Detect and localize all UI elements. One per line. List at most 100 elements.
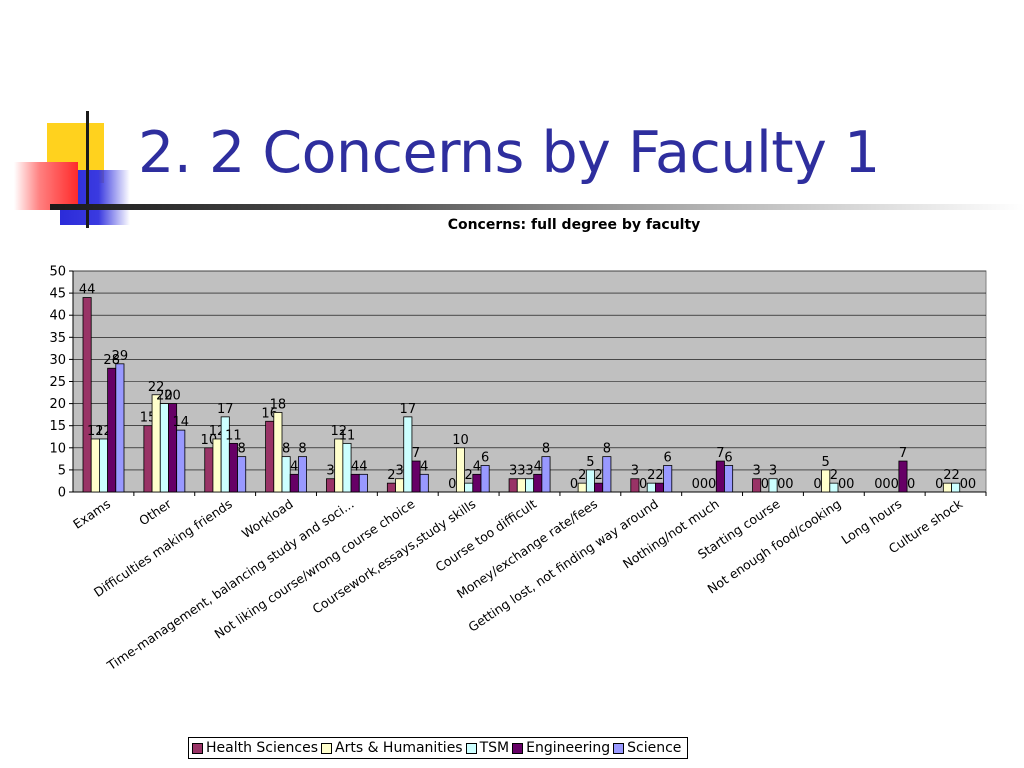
decorative-vertical-line [86,111,89,228]
data-label: 0 [700,477,708,492]
data-label: 8 [237,442,245,457]
chart-title: Concerns: full degree by faculty [448,217,701,233]
bar [358,473,368,493]
data-label: 6 [724,450,732,465]
data-label: 3 [752,464,760,479]
data-label: 0 [708,477,716,492]
bar [942,482,952,493]
bar [411,460,421,493]
data-label: 2 [578,468,586,483]
data-label: 8 [603,442,611,457]
y-tick-label: 40 [49,309,66,324]
bar [577,482,587,493]
legend-swatch [321,742,332,754]
y-tick-label: 50 [49,265,66,280]
data-label: 5 [822,455,830,470]
legend-item: Health Sciences [192,740,318,756]
y-tick-label: 15 [49,419,66,434]
data-label: 4 [473,459,481,474]
bar [533,473,543,493]
bar [655,482,665,493]
slide-title: 2. 2 Concerns by Faculty 1 [138,120,880,186]
bar [602,456,612,493]
data-label: 4 [420,459,428,474]
data-label: 11 [225,428,242,443]
data-label: 3 [525,464,533,479]
x-tick-label: Course too difficult [433,496,540,575]
bar [99,438,109,493]
x-tick-label: Workload [239,496,296,541]
data-label: 0 [968,477,976,492]
bar [228,442,238,493]
data-label: 3 [517,464,525,479]
data-label: 0 [846,477,854,492]
data-label: 2 [830,468,838,483]
bar [464,482,474,493]
data-label: 0 [838,477,846,492]
data-label: 0 [882,477,890,492]
bar [281,456,291,493]
chart-legend: Health Sciences Arts & Humanities TSM Engin… [188,737,689,759]
bar [265,420,275,493]
bar [630,478,640,493]
bar [715,460,725,493]
bar [646,482,656,493]
data-label: 3 [326,464,334,479]
bar [204,447,214,493]
legend-label: Science [627,740,682,756]
data-label: 0 [891,477,899,492]
bar [176,429,186,493]
data-label: 18 [270,397,287,412]
bar [898,460,908,493]
decorative-red-square [14,162,78,210]
bar [724,465,734,493]
data-label: 29 [112,349,129,364]
data-label: 0 [692,477,700,492]
bar [663,465,673,493]
bar [403,416,413,493]
legend-label: Health Sciences [206,740,318,756]
legend-swatch [465,742,477,754]
data-label: 44 [79,283,96,298]
legend-swatch [512,742,524,754]
bar [350,473,360,493]
data-label: 14 [172,415,189,430]
legend-item: TSM [465,740,509,756]
x-tick-label: Other [136,496,175,529]
bar [289,473,299,493]
bar [395,478,405,493]
bar [297,456,307,493]
data-label: 0 [813,477,821,492]
y-tick-label: 20 [49,397,66,412]
data-label: 3 [769,464,777,479]
bar [951,482,961,493]
bar [90,438,100,493]
data-label: 0 [935,477,943,492]
bar [151,394,161,493]
data-label: 17 [217,402,234,417]
bar [594,482,604,493]
data-label: 17 [400,402,417,417]
bar [419,473,429,493]
legend-swatch [192,742,203,754]
bar [480,465,490,493]
bar [334,438,344,493]
bar [541,456,551,493]
data-label: 0 [785,477,793,492]
bar [107,367,117,493]
bar [585,469,595,493]
bar [326,478,336,493]
data-label: 7 [899,446,907,461]
data-label: 2 [951,468,959,483]
data-label: 0 [907,477,915,492]
bar [821,469,831,493]
data-label: 10 [452,433,469,448]
bar [237,456,247,493]
data-label: 20 [164,389,181,404]
bar [525,478,535,493]
data-label: 2 [465,468,473,483]
bar [212,438,222,493]
data-label: 0 [639,477,647,492]
data-label: 2 [594,468,602,483]
